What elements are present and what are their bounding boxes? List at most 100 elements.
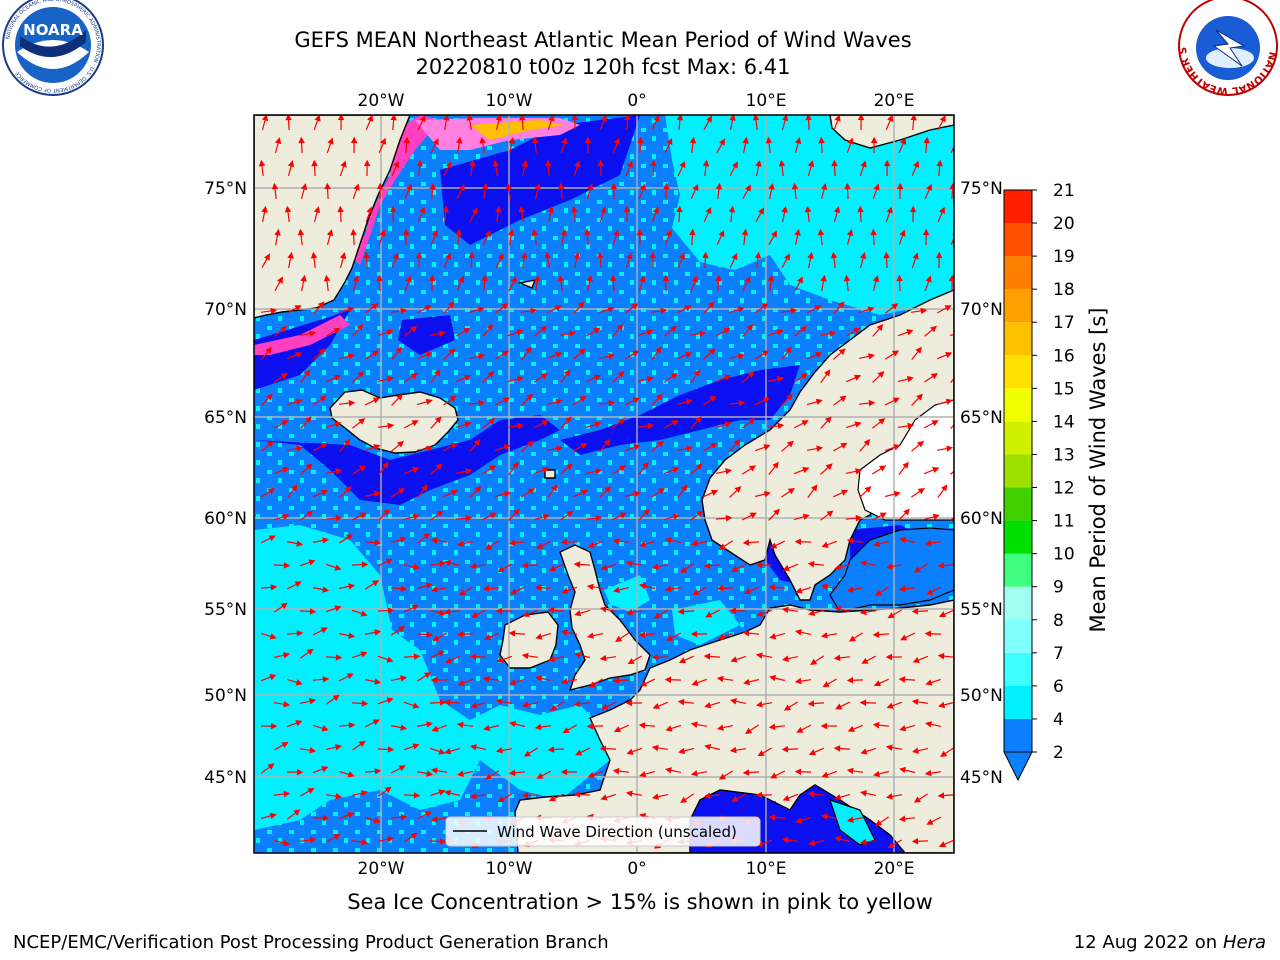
wind-arrow-head xyxy=(607,306,615,313)
wind-arrow-head xyxy=(488,418,496,425)
wind-arrow-head xyxy=(293,809,301,816)
wind-arrow-head xyxy=(625,609,633,616)
wind-arrow-head xyxy=(435,463,443,471)
wind-arrow-head xyxy=(660,307,668,315)
wind-arrow-head xyxy=(376,274,383,282)
wind-arrow-head xyxy=(932,513,940,520)
colorbar-segment xyxy=(1004,685,1032,719)
wind-arrow-head xyxy=(781,606,789,614)
chart-subtitle: 20220810 t00z 120h fcst Max: 6.41 xyxy=(415,55,791,79)
wind-arrow-head xyxy=(321,766,329,773)
wind-arrow-head xyxy=(772,461,779,469)
lat-tick-right: 75°N xyxy=(960,179,1003,199)
wind-arrow-head xyxy=(833,206,841,214)
colorbar-segment xyxy=(1004,421,1032,455)
wind-arrow-head xyxy=(912,252,919,260)
wind-arrow-head xyxy=(797,276,803,284)
wind-arrow-head xyxy=(402,228,410,236)
wind-arrow-head xyxy=(770,542,778,549)
lat-tick-left: 60°N xyxy=(204,509,247,529)
wind-arrow-shaft xyxy=(950,470,954,475)
wind-arrow-head xyxy=(745,727,753,735)
wind-arrow-head xyxy=(624,115,631,121)
wind-arrow-head xyxy=(366,206,373,214)
wind-arrow-head xyxy=(348,399,356,407)
wind-arrow-head xyxy=(909,205,917,213)
wind-arrow-head xyxy=(339,252,347,260)
wind-arrow-head xyxy=(430,816,438,823)
wind-arrow-head xyxy=(415,251,423,259)
colorbar-label: 14 xyxy=(1053,412,1075,432)
wind-arrow-head xyxy=(267,763,275,770)
wind-arrow-head xyxy=(626,160,633,168)
wind-arrow-head xyxy=(347,812,355,819)
wind-arrow-head xyxy=(431,725,439,732)
wind-arrow-head xyxy=(593,374,602,381)
wind-arrow-head xyxy=(383,508,390,516)
wind-arrow-head xyxy=(604,486,612,493)
wind-arrow-head xyxy=(891,350,900,357)
wind-arrow-head xyxy=(826,510,834,517)
wind-arrow-head xyxy=(561,137,568,145)
wind-arrow-head xyxy=(474,486,482,493)
wind-arrow-head xyxy=(295,720,303,727)
wind-arrow-head xyxy=(694,369,701,377)
wind-arrow-head xyxy=(885,653,893,661)
wind-arrow-head xyxy=(501,303,509,310)
lon-tick-top: 10°E xyxy=(746,91,787,111)
wind-arrow-head xyxy=(556,445,564,452)
chart-title: GEFS MEAN Northeast Atlantic Mean Period… xyxy=(294,28,912,52)
wind-arrow-head xyxy=(309,608,317,615)
wind-arrow-head xyxy=(280,372,288,380)
wind-arrow-head xyxy=(867,306,875,313)
wind-arrow-head xyxy=(926,818,934,825)
wind-arrow-head xyxy=(536,772,544,779)
wind-arrow-head xyxy=(573,700,581,708)
wind-arrow-head xyxy=(457,679,465,686)
wind-arrow-head xyxy=(358,465,367,472)
wind-arrow-head xyxy=(411,420,419,427)
wind-arrow-head xyxy=(523,750,532,757)
wind-arrow-head xyxy=(322,537,330,544)
wind-arrow-head xyxy=(483,634,492,641)
wind-arrow-head xyxy=(834,835,842,843)
wind-arrow-head xyxy=(557,274,564,282)
wind-arrow-head xyxy=(781,836,789,844)
wind-arrow-head xyxy=(432,635,440,642)
wind-arrow-head xyxy=(384,786,392,794)
wind-arrow-head xyxy=(294,305,302,312)
lat-tick-left: 55°N xyxy=(204,600,247,620)
colorbar-segment xyxy=(1004,586,1032,620)
wind-arrow-head xyxy=(748,418,756,425)
wind-arrow-head xyxy=(733,438,741,446)
wind-arrow-head xyxy=(534,584,542,592)
wind-arrow-head xyxy=(771,230,777,238)
wind-arrow-head xyxy=(333,834,341,840)
wind-arrow-head xyxy=(261,205,268,213)
wind-arrow-head xyxy=(503,490,511,498)
wind-arrow-head xyxy=(357,371,365,378)
wind-arrow-head xyxy=(309,747,317,754)
wind-arrow-head xyxy=(405,275,412,283)
wind-arrow-head xyxy=(703,562,711,570)
wind-arrow-shaft xyxy=(950,423,954,429)
wind-arrow-head xyxy=(579,395,587,402)
colorbar-label: 9 xyxy=(1053,578,1064,598)
wind-arrow-head xyxy=(311,159,318,167)
wind-arrow-head xyxy=(715,182,723,190)
wind-arrow-head xyxy=(509,679,517,686)
colorbar-label: 16 xyxy=(1053,346,1075,366)
wind-arrow-head xyxy=(686,445,694,452)
wind-arrow-head xyxy=(824,416,832,424)
wind-arrow-head xyxy=(465,514,473,522)
wind-arrow-head xyxy=(755,652,763,659)
wind-arrow-head xyxy=(930,372,938,380)
wind-arrow-head xyxy=(309,836,317,844)
wind-arrow-head xyxy=(423,672,432,679)
wind-arrow-head xyxy=(843,274,851,282)
wind-arrow-head xyxy=(938,701,946,709)
wind-arrow-head xyxy=(610,274,617,282)
wind-arrow-head xyxy=(386,697,394,704)
wind-arrow-head xyxy=(540,325,548,333)
wind-arrow-head xyxy=(465,468,473,475)
